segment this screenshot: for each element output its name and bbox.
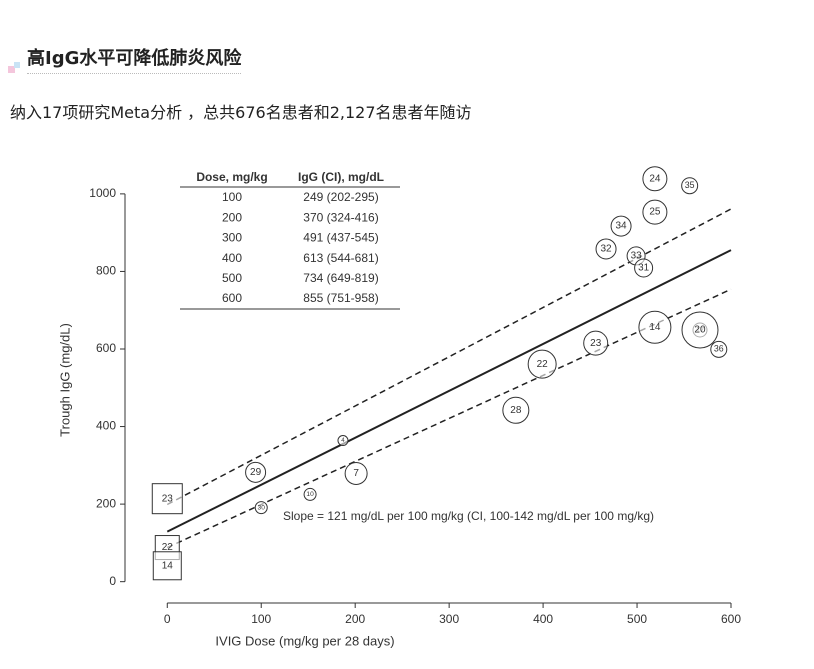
point-circle: [642, 199, 668, 225]
point-label: 22: [162, 542, 174, 553]
table-cell: 613 (544-681): [303, 251, 378, 265]
table-cell: 200: [222, 210, 242, 224]
x-tick-label: 0: [164, 612, 171, 626]
point-label: 30: [258, 504, 266, 511]
x-tick-label: 400: [533, 612, 553, 626]
point-circle: [681, 311, 719, 349]
point-label: 32: [600, 244, 612, 255]
point-circle: [610, 215, 632, 237]
point-label: 24: [649, 173, 661, 184]
point-circle: [502, 396, 530, 424]
point-label: 22: [537, 359, 549, 370]
y-axis-label: Trough IgG (mg/dL): [57, 323, 72, 437]
point-label: 23: [590, 338, 602, 349]
point-label: 29: [250, 467, 262, 478]
point-label: 14: [649, 322, 661, 333]
header-subtitle: 纳入17项研究Meta分析 ，总共676名患者和2,127名患者年随访: [10, 103, 472, 122]
point-square: [152, 551, 182, 581]
point-circle: [638, 310, 672, 344]
point-label: 14: [162, 560, 174, 571]
table-cell: 249 (202-295): [303, 190, 378, 204]
point-label: 35: [685, 180, 695, 190]
point-label: 10: [306, 491, 314, 498]
point-circle: [303, 487, 317, 501]
point-label: 7: [353, 468, 359, 479]
point-circle: [595, 238, 617, 260]
y-tick-label: 400: [96, 419, 116, 433]
point-label: 23: [162, 493, 174, 504]
table-cell: 400: [222, 251, 242, 265]
table-cell: 491 (437-545): [303, 231, 378, 245]
point-circle: [710, 340, 728, 358]
table-header: Dose, mg/kg: [196, 170, 267, 184]
point-circle: [527, 349, 557, 379]
point-circle: [254, 501, 268, 515]
decor: [14, 62, 20, 68]
point-label: 34: [616, 221, 628, 232]
table-cell: 500: [222, 271, 242, 285]
point-circle: [634, 258, 654, 278]
table-cell: 300: [222, 231, 242, 245]
point-circle: [583, 330, 609, 356]
point-label: 31: [638, 263, 649, 274]
x-tick-label: 600: [721, 612, 741, 626]
point-circle: [337, 435, 349, 447]
table-header: IgG (CI), mg/dL: [298, 170, 384, 184]
point-label: 36: [714, 344, 724, 354]
point-label: 20: [694, 325, 706, 336]
y-tick-label: 200: [96, 496, 116, 510]
fit-line: [166, 249, 732, 533]
x-tick-label: 500: [627, 612, 647, 626]
table-cell: 100: [222, 190, 242, 204]
x-tick-label: 200: [345, 612, 365, 626]
x-axis-label: IVIG Dose (mg/kg per 28 days): [215, 633, 394, 648]
point-circle: [642, 166, 668, 192]
point-label: 4: [341, 438, 345, 444]
point-label: 33: [631, 251, 642, 262]
header-title: 高IgG水平可降低肺炎风险: [27, 44, 242, 74]
x-tick-label: 300: [439, 612, 459, 626]
table-cell: 600: [222, 291, 242, 305]
point-square: [151, 483, 183, 515]
table-cell: 370 (324-416): [303, 210, 378, 224]
table-cell: 734 (649-819): [303, 271, 378, 285]
point-circle: [344, 461, 368, 485]
point-circle: [245, 461, 267, 483]
y-tick-label: 1000: [89, 186, 116, 200]
table-cell: 855 (751-958): [303, 291, 378, 305]
annotation: Slope = 121 mg/dL per 100 mg/kg (CI, 100…: [283, 509, 654, 523]
point-circle: [681, 177, 699, 195]
y-tick-label: 600: [96, 341, 116, 355]
point-label: 28: [510, 405, 522, 416]
y-tick-label: 800: [96, 264, 116, 278]
x-tick-label: 100: [251, 612, 271, 626]
decor: [8, 66, 15, 73]
fit-line: [166, 208, 732, 506]
point-label: 25: [649, 207, 661, 218]
y-tick-label: 0: [109, 574, 116, 588]
